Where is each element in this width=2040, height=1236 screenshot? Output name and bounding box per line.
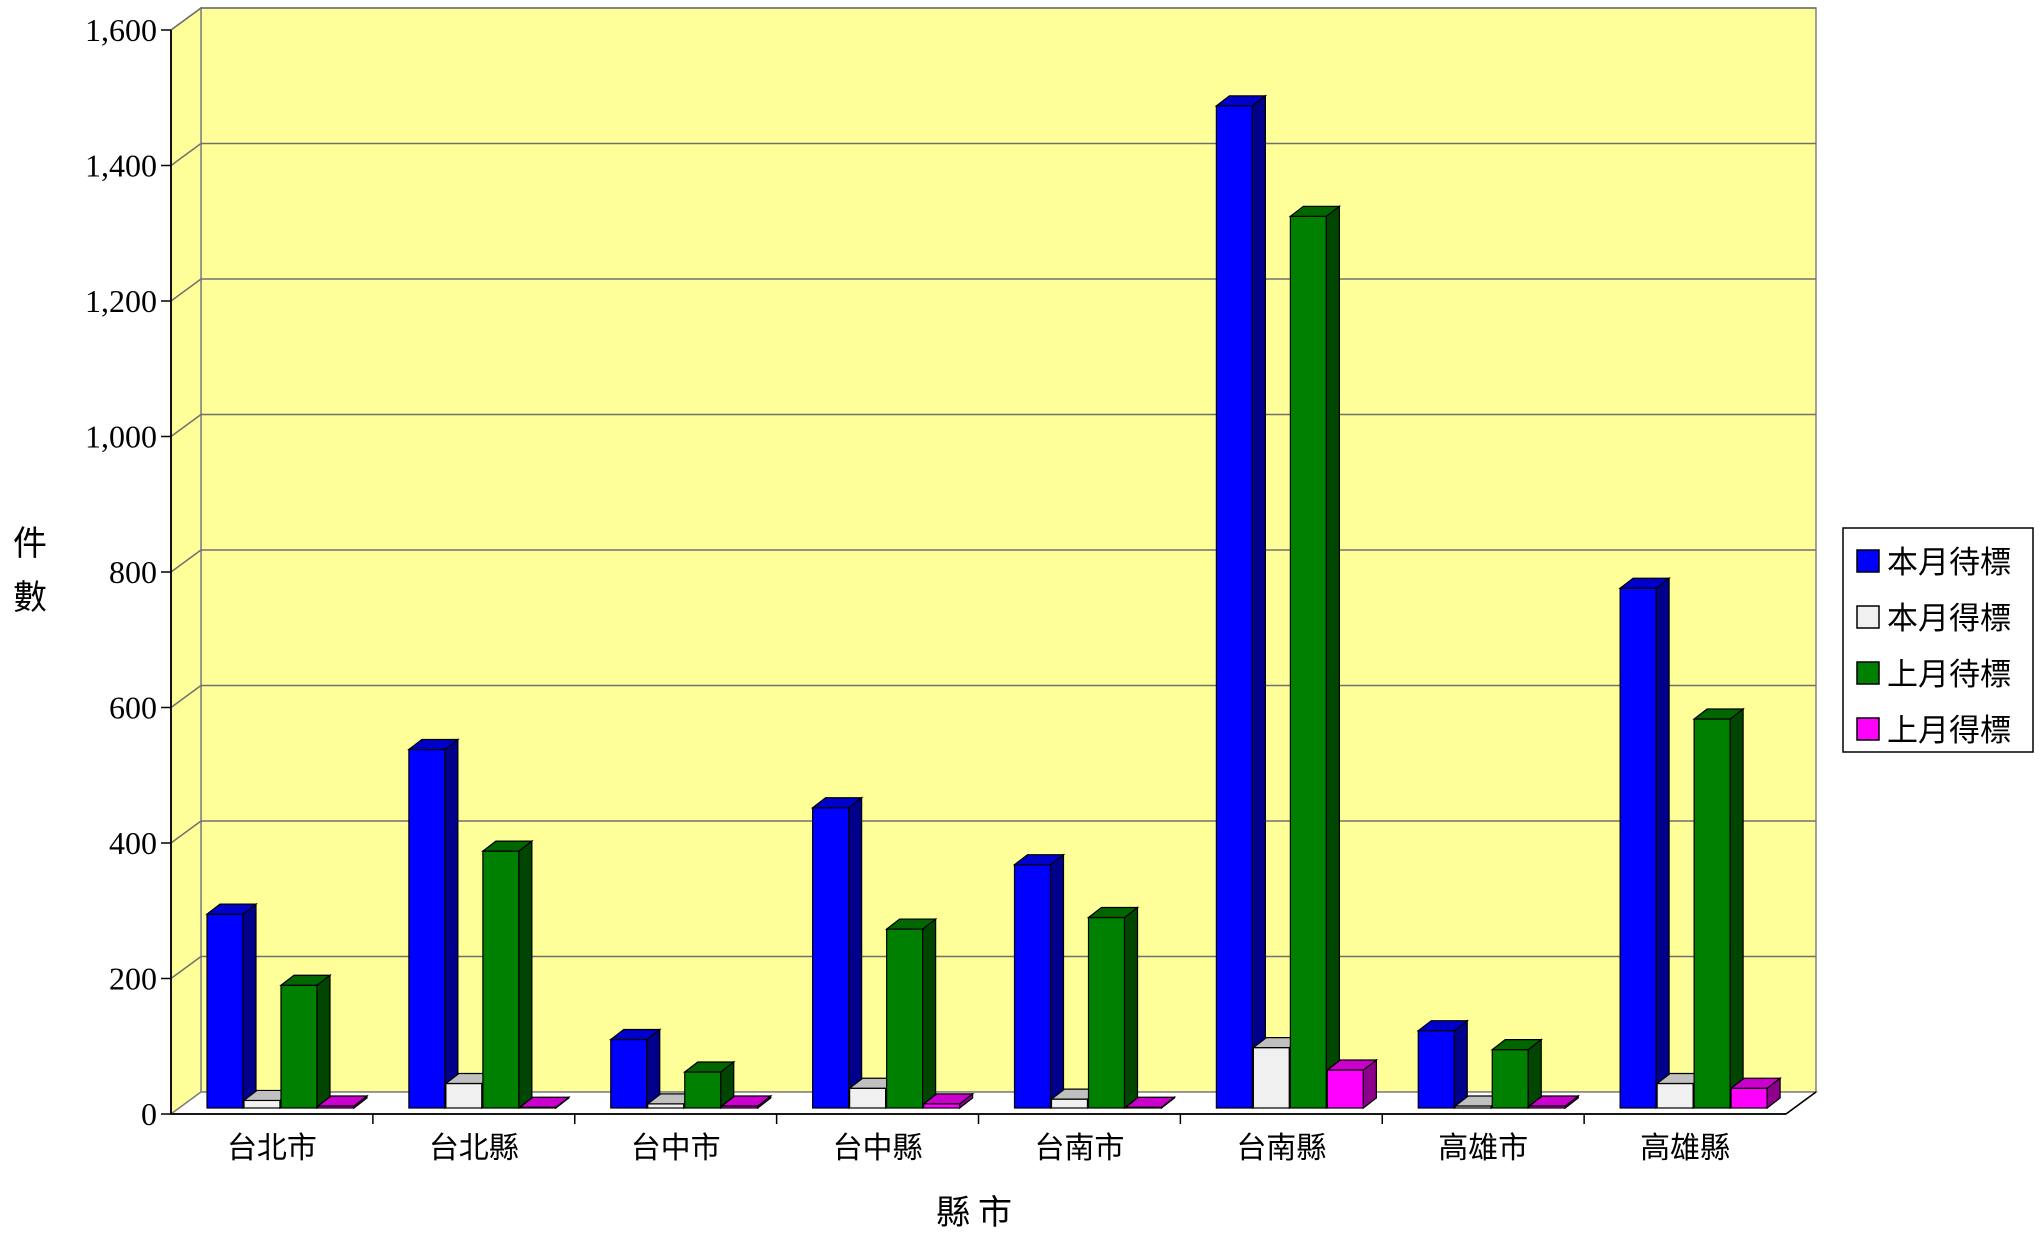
bar — [608, 1028, 662, 1110]
legend-swatch — [1856, 549, 1880, 573]
x-tick-label: 台中縣 — [833, 1131, 923, 1166]
y-tick-label: 200 — [109, 961, 157, 997]
bar — [1527, 1094, 1581, 1110]
bar — [810, 796, 864, 1110]
bar — [518, 1096, 571, 1110]
y-axis-title: 件數 — [13, 524, 47, 618]
y-tick-label: 600 — [109, 690, 157, 726]
x-tick-label: 高雄縣 — [1640, 1131, 1730, 1166]
x-tick-label: 高雄市 — [1438, 1131, 1528, 1166]
legend-label: 上月待標 — [1887, 657, 2011, 693]
bar — [1416, 1019, 1470, 1110]
bar — [921, 1092, 975, 1110]
bar — [1692, 707, 1745, 1110]
y-axis-title-char: 件 — [13, 524, 47, 564]
x-tick-label: 台南市 — [1034, 1131, 1124, 1166]
gridline-side — [170, 413, 202, 438]
x-tick-label: 台南縣 — [1236, 1131, 1326, 1166]
x-axis-title: 縣市 — [936, 1193, 1020, 1233]
bar — [316, 1094, 369, 1110]
floor-edge — [1785, 1091, 1817, 1115]
bar — [884, 917, 938, 1110]
gridlines — [170, 7, 1816, 980]
bar — [1123, 1096, 1177, 1110]
gridline-side — [170, 955, 202, 980]
bar — [1288, 205, 1342, 1110]
bar — [719, 1094, 773, 1110]
bar — [1729, 1077, 1782, 1110]
bar — [1618, 577, 1671, 1110]
bar — [1012, 853, 1066, 1110]
gridline-side — [170, 7, 202, 31]
bars — [205, 94, 1782, 1110]
bar — [407, 738, 460, 1110]
legend-swatch — [1856, 661, 1880, 685]
x-tick-label: 台北縣 — [429, 1131, 519, 1166]
y-tick-label: 400 — [109, 825, 157, 861]
y-tick-label: 1,400 — [85, 148, 157, 184]
gridline-side — [170, 142, 202, 167]
bar — [1490, 1038, 1544, 1110]
bar — [682, 1060, 736, 1110]
gridline-side — [170, 549, 202, 573]
legend-swatch — [1856, 605, 1880, 629]
legend-label: 本月得標 — [1887, 601, 2011, 637]
x-tick-labels: 台北市 台北縣 台中市 台中縣 台南市 台南縣 高雄市 高雄縣 — [227, 1131, 1730, 1166]
bar — [481, 839, 534, 1110]
y-tick-label: 1,000 — [85, 419, 157, 455]
gridline-side — [170, 820, 202, 844]
legend-label: 本月待標 — [1887, 545, 2011, 581]
bar — [205, 902, 258, 1110]
y-tick-label: 800 — [109, 554, 157, 590]
x-tick-label: 台北市 — [227, 1131, 317, 1166]
y-tick-label: 0 — [141, 1096, 157, 1132]
gridline-side — [170, 684, 202, 709]
y-tick-labels: 0 200 400 600 800 1,000 1,200 1,400 1,600 — [85, 12, 157, 1132]
gridline-side — [170, 278, 202, 302]
bar — [1086, 906, 1140, 1110]
y-axis-title-char: 數 — [13, 578, 47, 618]
bar — [1214, 94, 1268, 1110]
legend-label: 上月得標 — [1887, 713, 2011, 749]
y-tick-label: 1,200 — [85, 283, 157, 319]
bar — [279, 974, 332, 1110]
x-tick-label: 台中市 — [631, 1131, 721, 1166]
legend-swatch — [1856, 717, 1880, 741]
y-tick-label: 1,600 — [85, 12, 157, 48]
bar — [1325, 1058, 1379, 1110]
axes — [161, 29, 1817, 1124]
